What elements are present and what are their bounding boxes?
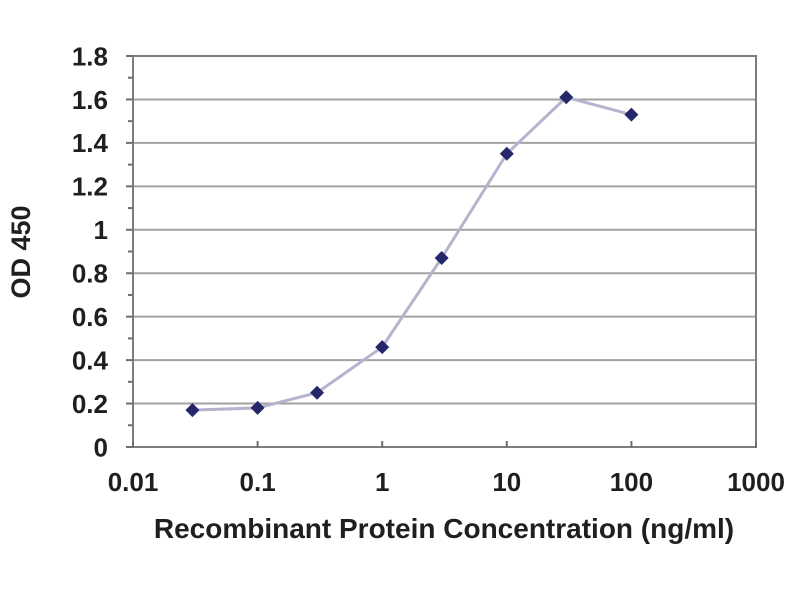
x-tick-label: 100 — [610, 467, 653, 497]
y-tick-label: 1.6 — [72, 85, 108, 115]
x-tick-label: 0.1 — [240, 467, 276, 497]
series-line — [192, 95, 632, 412]
y-tick-label: 0.6 — [72, 302, 108, 332]
data-point-marker — [250, 400, 265, 415]
y-tick-label: 1.8 — [72, 41, 108, 71]
y-tick-label: 1 — [94, 215, 108, 245]
y-tick-label: 0.2 — [72, 389, 108, 419]
data-point-marker — [624, 107, 639, 122]
x-tick-label: 0.01 — [108, 467, 159, 497]
gridlines — [133, 98, 756, 405]
x-tick-label: 1000 — [727, 467, 785, 497]
y-tick-label: 0 — [94, 432, 108, 462]
y-tick-label: 0.8 — [72, 259, 108, 289]
data-point-marker — [499, 146, 514, 161]
axis-ticks — [126, 55, 757, 448]
x-tick-label: 10 — [492, 467, 521, 497]
y-axis-title: OD 450 — [6, 205, 36, 298]
tick-labels: 0 0.2 0.4 0.6 0.8 1 1.2 1.4 1.6 1.8 0.01 0.1 1 10 100 1… — [72, 41, 785, 497]
y-tick-label: 1.4 — [72, 128, 109, 158]
data-point-marker — [559, 90, 574, 105]
y-tick-label: 1.2 — [72, 172, 108, 202]
x-tick-label: 1 — [375, 467, 389, 497]
data-point-marker — [375, 340, 390, 355]
x-axis-title: Recombinant Protein Concentration (ng/ml… — [154, 513, 734, 544]
series-group — [185, 90, 639, 418]
data-point-marker — [185, 403, 200, 418]
y-tick-label: 0.4 — [72, 345, 109, 375]
data-point-marker — [434, 251, 449, 266]
data-point-marker — [310, 385, 325, 400]
